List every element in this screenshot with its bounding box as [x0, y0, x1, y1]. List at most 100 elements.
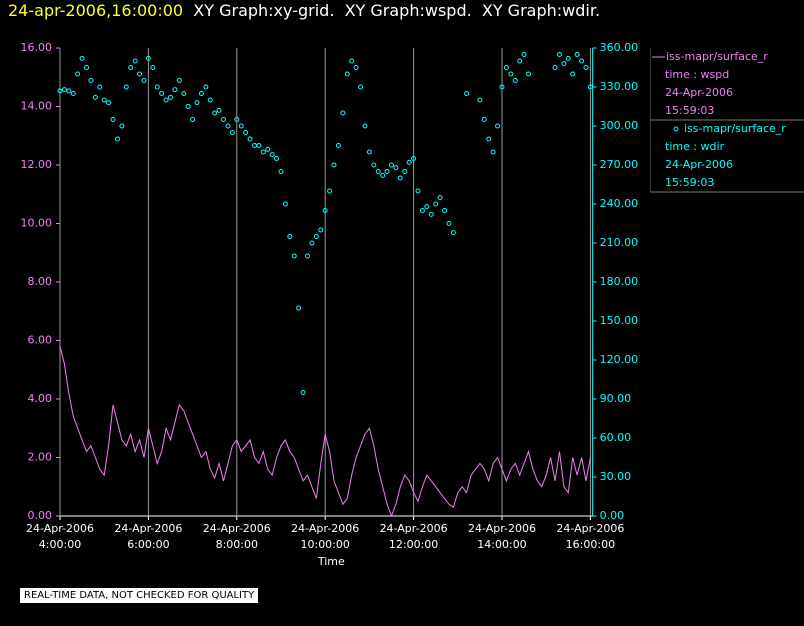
point — [380, 172, 386, 178]
point — [499, 84, 505, 90]
point — [172, 87, 178, 93]
point — [433, 201, 439, 207]
point — [159, 91, 165, 96]
point — [101, 97, 107, 103]
timestamp: 24-apr-2006,16:00:00 — [8, 1, 184, 20]
point — [269, 152, 275, 158]
point — [565, 55, 571, 61]
point — [185, 104, 191, 109]
point — [490, 149, 496, 155]
point — [464, 91, 470, 96]
point — [84, 65, 90, 70]
point — [57, 88, 63, 94]
legend-text: 15:59:03 — [665, 176, 714, 189]
y-tick-label: 0.00 — [28, 509, 53, 522]
y-tick-label: 12.00 — [21, 158, 53, 171]
x-tick-label: 24-Apr-2006 16:00:00 — [556, 522, 625, 551]
point — [190, 117, 196, 122]
point — [256, 143, 262, 148]
point — [517, 58, 523, 64]
point — [251, 143, 257, 148]
x-tick-label: 24-Apr-2006 12:00:00 — [379, 522, 448, 551]
point — [234, 117, 240, 122]
y-tick-label: 6.00 — [28, 334, 53, 347]
point — [167, 94, 173, 100]
point — [110, 117, 116, 122]
header: 24-apr-2006,16:00:00 XY Graph:xy-grid. X… — [8, 1, 600, 20]
point — [238, 123, 244, 129]
point — [207, 97, 213, 103]
y2-tick-label: 0.00 — [600, 509, 625, 522]
y-tick-label: 10.00 — [21, 217, 53, 230]
point — [503, 65, 509, 70]
point — [150, 65, 156, 70]
point — [305, 253, 311, 259]
title: XY Graph:xy-grid. XY Graph:wspd. XY Grap… — [193, 1, 601, 20]
point — [583, 65, 589, 70]
point — [137, 71, 143, 77]
point — [243, 130, 249, 135]
point — [411, 156, 417, 161]
point — [291, 253, 297, 259]
point — [428, 211, 434, 217]
point — [79, 55, 85, 61]
point — [406, 159, 412, 165]
footer: REAL-TIME DATA, NOT CHECKED FOR QUALITY — [20, 588, 259, 603]
y2-tick-label: 210.00 — [600, 236, 639, 249]
point — [154, 84, 160, 90]
legend-text: time : wspd — [665, 68, 729, 81]
point — [437, 195, 443, 200]
point — [358, 84, 364, 90]
point — [128, 65, 134, 70]
legend-swatch — [673, 126, 679, 132]
point — [313, 234, 319, 239]
point — [296, 305, 302, 311]
point — [579, 58, 585, 64]
point — [366, 149, 372, 155]
point — [402, 169, 408, 174]
point — [375, 169, 381, 174]
point — [388, 162, 394, 168]
y-tick-label: 16.00 — [21, 41, 53, 54]
point — [176, 78, 182, 83]
point — [123, 84, 129, 90]
point — [229, 130, 235, 135]
point — [88, 78, 94, 83]
point — [570, 71, 576, 77]
point — [349, 58, 355, 64]
legend-text: time : wdir — [665, 140, 725, 153]
point — [278, 169, 284, 174]
point — [300, 390, 306, 395]
point — [212, 110, 218, 116]
legend-text: 24-Apr-2006 — [665, 158, 733, 171]
point — [442, 208, 448, 213]
point — [521, 52, 527, 57]
point — [397, 175, 403, 181]
point — [415, 188, 421, 194]
y2-tick-label: 150.00 — [600, 314, 639, 327]
point — [282, 201, 288, 207]
point — [145, 55, 151, 61]
point — [481, 117, 487, 122]
point — [309, 240, 315, 246]
x-tick-label: 24-Apr-2006 10:00:00 — [291, 522, 360, 551]
point — [194, 100, 200, 106]
point — [424, 204, 430, 210]
point — [260, 149, 266, 155]
legend-text: 24-Apr-2006 — [665, 86, 733, 99]
point — [287, 234, 293, 239]
y2-tick-label: 360.00 — [600, 41, 639, 54]
x-tick-label: 24-Apr-2006 6:00:00 — [114, 522, 183, 551]
point — [574, 52, 580, 57]
point — [450, 230, 456, 236]
point — [61, 87, 67, 93]
y2-tick-label: 180.00 — [600, 275, 639, 288]
point — [216, 107, 222, 113]
point — [393, 165, 399, 171]
point — [552, 65, 558, 70]
point — [97, 84, 103, 90]
point — [106, 100, 112, 106]
legend-name: iss-mapr/surface_r — [666, 50, 768, 63]
